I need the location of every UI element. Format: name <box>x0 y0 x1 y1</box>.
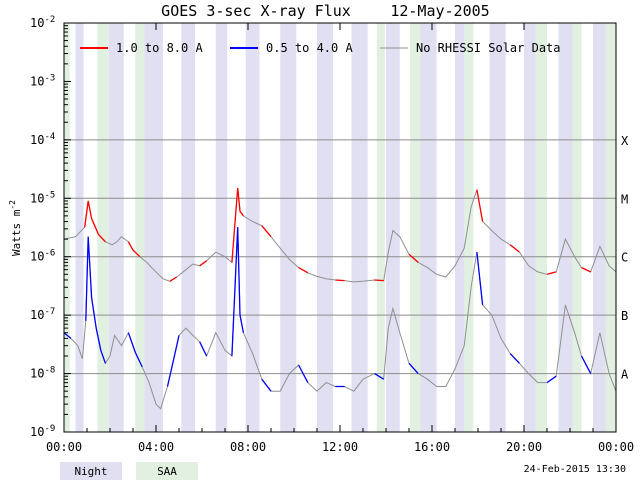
y-tick-label-6: 10-7 <box>30 307 55 322</box>
series-2-segment-7 <box>261 378 272 392</box>
flare-class-x: X <box>621 134 629 148</box>
x-tick-label-2: 04:00 <box>138 440 174 454</box>
y-tick-label-2: 10-3 <box>30 73 55 88</box>
series-1-segment-14 <box>581 267 591 273</box>
saa-band-4 <box>376 23 385 432</box>
flare-class-c: C <box>621 251 628 265</box>
series-1-segment-5 <box>231 187 244 263</box>
series-1-segment-8 <box>335 279 345 282</box>
legend-label-series-1: 1.0 to 8.0 A <box>116 41 203 55</box>
series-2-segment-5 <box>199 341 208 357</box>
saa-band-7 <box>535 23 547 432</box>
saa-band-5 <box>410 23 421 432</box>
series-2-segment-3 <box>127 332 143 368</box>
series-2-segment-13 <box>509 353 520 364</box>
night-band-7 <box>280 23 297 432</box>
series-1-segment-11 <box>476 189 484 222</box>
series-1-segment-9 <box>374 279 384 282</box>
series-2-segment-11 <box>408 362 419 375</box>
series-1-segment-6 <box>261 225 272 238</box>
series-2-segment-12 <box>476 252 484 305</box>
flare-class-labels: X M C B A <box>621 134 629 382</box>
y-tick-label-8: 10-9 <box>30 424 55 439</box>
y-tick-label-5: 10-6 <box>30 249 55 264</box>
series-2-segment-14 <box>546 375 557 384</box>
night-key-swatch <box>60 462 122 480</box>
night-band-16 <box>593 23 610 432</box>
day-night-bands <box>64 23 616 432</box>
grid-lines <box>64 139 616 375</box>
saa-key-label: SAA <box>157 465 177 478</box>
saa-band-2 <box>97 23 109 432</box>
chart-date: 12-May-2005 <box>390 2 489 20</box>
night-band-3 <box>144 23 163 432</box>
series-2-segment-10 <box>374 373 385 380</box>
x-tick-label-6: 20:00 <box>506 440 542 454</box>
y-tick-label-1: 10-2 <box>30 15 55 30</box>
series-2-segment-8 <box>298 364 309 383</box>
y-tick-label-4: 10-5 <box>30 190 55 205</box>
flare-class-a: A <box>621 368 629 382</box>
saa-band-6 <box>464 23 474 432</box>
y-tick-label-7: 10-8 <box>30 366 55 381</box>
saa-key-swatch <box>136 462 198 480</box>
legend-label-no-rhessi: No RHESSI Solar Data <box>416 41 561 55</box>
night-band-10 <box>386 23 400 432</box>
night-band-4 <box>181 23 196 432</box>
y-tick-label-3: 10-4 <box>30 132 55 147</box>
x-tick-label-5: 16:00 <box>414 440 450 454</box>
saa-band-3 <box>135 23 145 432</box>
x-tick-label-7: 00:00 <box>598 440 634 454</box>
series-2-segment-1 <box>63 332 72 339</box>
night-band-5 <box>215 23 228 432</box>
series-1-segment-10 <box>408 253 419 263</box>
night-band-6 <box>245 23 260 432</box>
legend: 1.0 to 8.0 A 0.5 to 4.0 A No RHESSI Sola… <box>80 41 561 55</box>
series-1-segment-12 <box>509 244 520 253</box>
series-2-segment-15 <box>580 355 592 374</box>
x-tick-label-1: 00:00 <box>46 440 82 454</box>
night-band-11 <box>420 23 437 432</box>
night-band-2 <box>108 23 124 432</box>
y-axis-label: Watts m-2 <box>8 200 23 256</box>
x-tick-label-4: 12:00 <box>322 440 358 454</box>
night-band-13 <box>489 23 506 432</box>
night-key-label: Night <box>74 465 107 478</box>
flux-series <box>63 187 617 410</box>
series-2-segment-2 <box>85 236 107 364</box>
series-2-segment-4 <box>166 335 180 387</box>
series-1-segment-3 <box>169 276 178 282</box>
series-1-segment-2 <box>127 241 141 258</box>
night-band-8 <box>317 23 334 432</box>
saa-band-1 <box>64 23 70 432</box>
x-tick-label-3: 08:00 <box>230 440 266 454</box>
night-band-9 <box>351 23 368 432</box>
flare-class-m: M <box>621 192 628 206</box>
legend-label-series-2: 0.5 to 4.0 A <box>266 41 353 55</box>
flare-class-b: B <box>621 309 628 323</box>
chart-title: GOES 3-sec X-ray Flux <box>161 2 351 20</box>
series-1-segment-7 <box>298 267 309 274</box>
saa-band-9 <box>605 23 616 432</box>
series-1-segment-13 <box>546 271 557 275</box>
series-1-segment-4 <box>199 260 207 267</box>
series-2-segment-6 <box>231 227 245 357</box>
night-band-1 <box>75 23 84 432</box>
generation-timestamp: 24-Feb-2015 13:30 <box>524 464 626 475</box>
night-band-15 <box>558 23 575 432</box>
axis-ticks: 00:00 04:00 08:00 12:00 16:00 20:00 00:00 10-2 1… <box>30 15 634 454</box>
saa-band-8 <box>572 23 582 432</box>
series-1-segment-1 <box>84 200 106 243</box>
band-key: Night SAA <box>60 462 198 480</box>
